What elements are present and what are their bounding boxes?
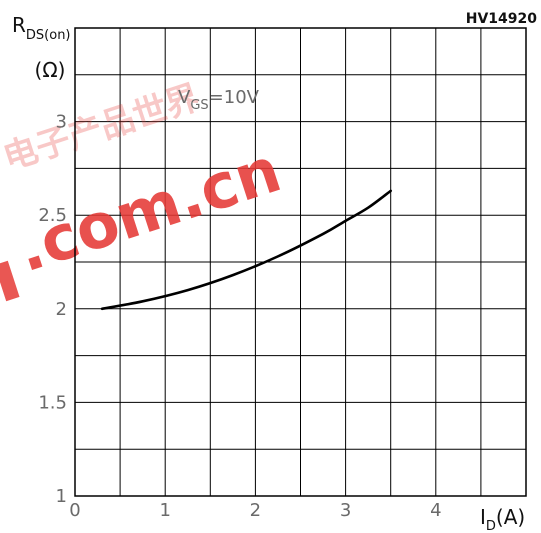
watermark: 电子产品世界.com.cn [0,77,289,302]
x-axis-label: ID(A) [480,505,525,533]
y-tick-label: 2.5 [38,205,67,226]
series-line-rds-on [100,189,392,311]
annotation-sub: GS [190,98,208,113]
x-tick-label: 1 [159,500,170,521]
y-axis-unit: (Ω) [35,58,66,82]
annotation-vgs: VGS=10V [178,87,260,113]
annotation-main: V [178,87,191,108]
y-tick-label: 1.5 [38,392,67,413]
x-axis-label-sub: D [486,519,496,533]
y-tick-label: 1 [56,486,67,507]
x-axis-label-unit: (A) [496,505,525,529]
y-axis-label-main: R [12,13,26,37]
x-tick-label: 2 [250,500,261,521]
plot-grid [75,28,526,496]
data-series [100,189,392,311]
watermark-fragment [0,260,20,302]
y-tick-label: 2 [56,299,67,320]
x-tick-label: 4 [430,500,441,521]
x-axis-label-main: I [480,505,486,529]
tick-labels: 0 1 2 3 411.522.53 [38,112,441,521]
y-axis-label: RDS(on) [12,13,71,43]
x-tick-label: 3 [340,500,351,521]
plot-frame [74,27,527,497]
part-number: HV14920 [466,11,538,27]
annotation-tail: =10V [209,87,260,108]
plot-border [74,27,527,497]
y-tick-label: 3 [56,112,67,133]
y-axis-label-sub: DS(on) [26,28,71,43]
x-tick-label: 0 [69,500,80,521]
